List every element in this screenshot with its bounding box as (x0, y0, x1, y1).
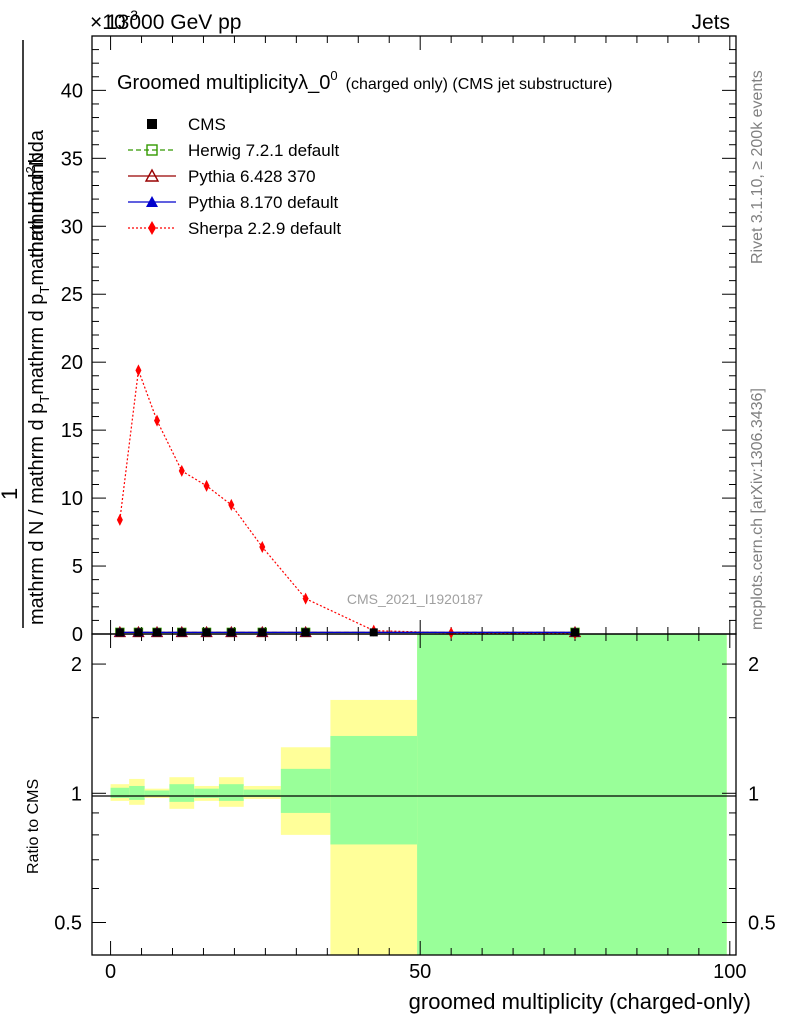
ratio-y-tick-label: 0.5 (54, 912, 82, 934)
main-y-tick-label: 40 (61, 80, 83, 102)
main-y-tick-label: 15 (61, 420, 83, 442)
ratio-ticks: 0.5 0.5 1 1 2 2 (54, 654, 776, 934)
x-tick-label: 50 (409, 961, 431, 983)
data-point (228, 498, 235, 511)
main-y-axis-label: mathrm d2N 1 mathrm d N / mathrm d pTmat… (0, 40, 52, 628)
legend-marker (148, 221, 156, 235)
rivet-label: Rivet 3.1.10, ≥ 200k events (749, 70, 766, 264)
data-point (178, 464, 185, 477)
data-point (134, 628, 143, 637)
data-point (258, 628, 267, 637)
legend-label: Pythia 8.170 default (188, 193, 339, 212)
data-point (369, 628, 378, 637)
legend-marker (147, 119, 157, 129)
data-point (177, 628, 186, 637)
ratio-y-tick-label-right: 1 (748, 783, 759, 805)
legend: CMS Herwig 7.2.1 default Pythia 6.428 370 P… (128, 115, 341, 238)
series-0 (115, 628, 579, 637)
main-y-tick-label: 25 (61, 284, 83, 306)
y-denominator: mathrm d N / mathrm d pTmathrm d pTmathr… (26, 129, 52, 625)
y-numerator: mathrm d2N (23, 152, 48, 258)
legend-entry-3: Pythia 8.170 default (128, 193, 339, 212)
ratio-band-green-5 (218, 784, 244, 801)
process-label: Jets (691, 11, 730, 34)
data-point (154, 414, 161, 427)
ratio-band-green-2 (144, 790, 170, 797)
ratio-bands (110, 634, 727, 955)
legend-label: CMS (188, 115, 226, 134)
legend-label: Sherpa 2.2.9 default (188, 219, 341, 238)
legend-label: Pythia 6.428 370 (188, 167, 316, 186)
ratio-band-green-4 (194, 788, 219, 799)
legend-marker (146, 196, 158, 207)
legend-entry-2: Pythia 6.428 370 (128, 167, 316, 186)
legend-entry-0: CMS (147, 115, 226, 134)
ratio-y-tick-label-right: 2 (748, 654, 759, 676)
legend-marker (144, 168, 160, 182)
data-point (571, 628, 579, 637)
exponent-label: ×10-3 (90, 7, 138, 34)
data-point (115, 628, 124, 637)
ratio-y-label: Ratio to CMS (25, 779, 42, 874)
exponent-base: ×10 (90, 11, 126, 34)
data-point (227, 628, 236, 637)
legend-entry-1: Herwig 7.2.1 default (128, 141, 339, 160)
data-point (153, 628, 162, 637)
data-point (203, 479, 210, 492)
ratio-band-green-8 (330, 735, 418, 845)
main-y-tick-label: 5 (72, 556, 83, 578)
main-y-tick-label: 0 (72, 624, 83, 646)
main-y-tick-label: 30 (61, 216, 83, 238)
ratio-band-green-1 (129, 785, 145, 800)
main-y-tick-label: 35 (61, 148, 83, 170)
main-y-tick-label: 20 (61, 352, 83, 374)
y-one: 1 (0, 488, 22, 500)
energy-label: 13000 GeV pp (106, 11, 241, 34)
ratio-band-green-7 (280, 768, 331, 813)
ratio-band-green-0 (110, 787, 130, 799)
data-point (202, 628, 211, 637)
main-y-tick-label: 10 (61, 488, 83, 510)
exponent-power: -3 (126, 7, 139, 23)
data-point (302, 592, 309, 605)
x-tick-label: 100 (713, 961, 746, 983)
watermark: CMS_2021_I1920187 (347, 591, 483, 607)
ratio-y-tick-label: 2 (71, 654, 82, 676)
ratio-band-green-3 (169, 784, 195, 802)
ratio-band-green-6 (243, 789, 281, 798)
legend-label: Herwig 7.2.1 default (188, 141, 339, 160)
ratio-y-tick-label: 1 (71, 783, 82, 805)
data-point (135, 364, 142, 377)
ratio-band-green-9 (417, 634, 727, 955)
data-point (259, 541, 266, 554)
x-tick-label: 0 (105, 961, 116, 983)
main-ticks: 0 5 10 15 20 25 30 35 40 0 50 100 (61, 36, 746, 983)
legend-marker (146, 144, 158, 156)
mcplots-label: mcplots.cern.ch [arXiv:1306.3436] (749, 388, 766, 630)
series-4 (116, 364, 578, 640)
main-frame (91, 35, 737, 635)
legend-entry-4: Sherpa 2.2.9 default (128, 219, 341, 238)
data-point (116, 513, 123, 526)
x-axis-label: groomed multiplicity (charged-only) (409, 989, 751, 1014)
ratio-y-tick-label-right: 0.5 (748, 912, 776, 934)
plot-title: Groomed multiplicityλ_00(charged only) (… (117, 68, 612, 94)
data-point (301, 628, 310, 637)
